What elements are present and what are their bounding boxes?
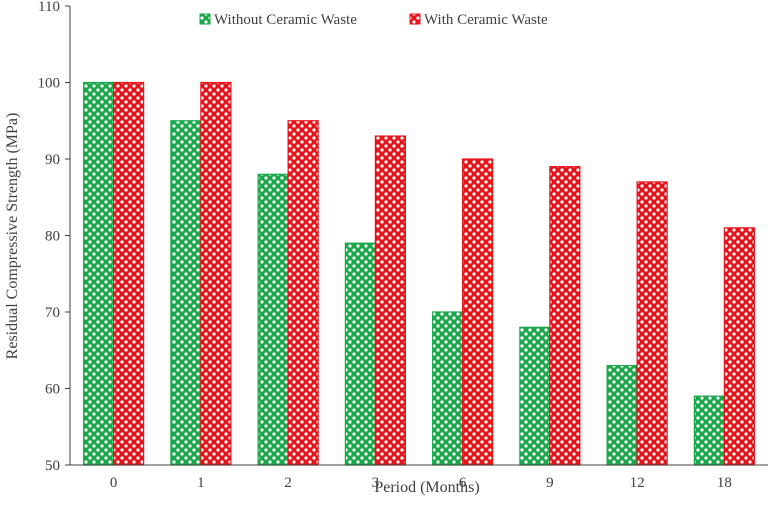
y-tick-label-100: 100	[38, 76, 61, 92]
bar-without-ceramic-3	[344, 242, 376, 466]
bar-without-ceramic-9	[519, 326, 551, 466]
x-tick-label-1: 1	[197, 475, 205, 491]
y-tick-label-80: 80	[45, 229, 60, 245]
bar-with-ceramic-12	[636, 181, 668, 466]
y-tick-label-50: 50	[45, 458, 60, 474]
x-tick-label-6: 6	[459, 475, 467, 491]
bar-with-ceramic-3	[374, 135, 406, 466]
bar-with-ceramic-1	[200, 81, 232, 466]
y-tick-label-110: 110	[38, 0, 60, 15]
bar-with-ceramic-9	[549, 166, 581, 466]
legend-swatch-with-ceramic	[409, 13, 421, 25]
y-axis-title: Residual Compressive Strength (MPa)	[4, 113, 21, 360]
x-tick-label-12: 12	[630, 475, 645, 491]
bar-with-ceramic-18	[723, 227, 755, 466]
x-tick-label-0: 0	[110, 475, 118, 491]
bar-without-ceramic-0	[83, 81, 115, 466]
y-tick-label-70: 70	[45, 305, 60, 321]
bar-with-ceramic-0	[113, 81, 145, 466]
bar-with-ceramic-2	[287, 120, 319, 466]
x-tick-label-2: 2	[284, 475, 292, 491]
bar-without-ceramic-12	[606, 364, 638, 466]
legend: Without Ceramic Waste With Ceramic Waste	[199, 12, 548, 28]
bar-without-ceramic-2	[257, 173, 289, 466]
bar-without-ceramic-6	[432, 311, 464, 466]
bars-group	[83, 81, 755, 466]
legend-label-without-ceramic: Without Ceramic Waste	[214, 12, 357, 28]
y-tick-label-90: 90	[45, 152, 60, 168]
y-tick-label-60: 60	[45, 382, 60, 398]
legend-swatch-without-ceramic	[199, 13, 211, 25]
x-tick-label-9: 9	[546, 475, 554, 491]
legend-label-with-ceramic: With Ceramic Waste	[424, 12, 548, 28]
bar-without-ceramic-18	[693, 395, 725, 466]
x-axis-title: Period (Months)	[374, 479, 479, 496]
bar-with-ceramic-6	[462, 158, 494, 466]
bar-without-ceramic-1	[170, 120, 202, 466]
x-tick-label-3: 3	[372, 475, 380, 491]
x-tick-label-18: 18	[717, 475, 732, 491]
